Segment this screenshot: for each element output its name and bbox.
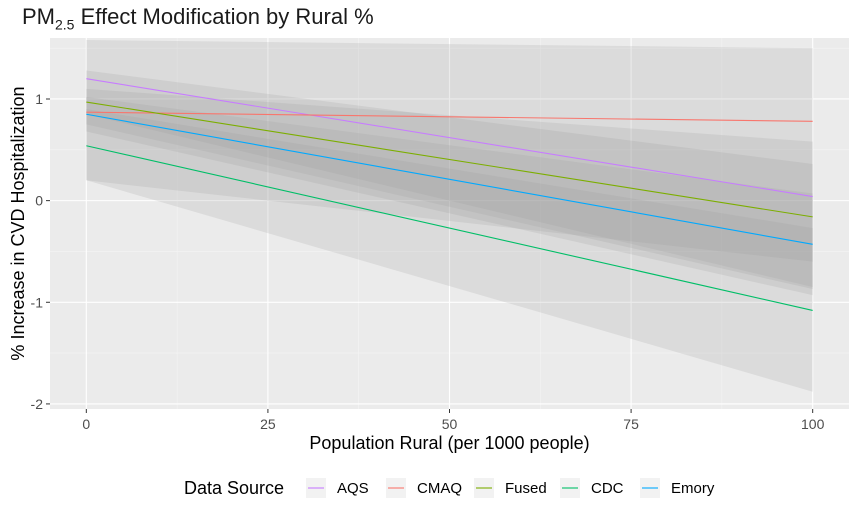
ribbon-fused — [86, 88, 813, 290]
legend-label-cdc: CDC — [591, 480, 624, 497]
y-tick-label: 1 — [35, 91, 43, 107]
y-tick-label: -1 — [31, 294, 44, 310]
x-axis-title: Population Rural (per 1000 people) — [309, 433, 589, 453]
y-axis-title: % Increase in CVD Hospitalization — [8, 86, 28, 360]
title-prefix: PM — [22, 4, 55, 29]
title-subscript: 2.5 — [55, 16, 75, 33]
x-tick-label: 0 — [82, 416, 90, 432]
legend-label-aqs: AQS — [337, 480, 369, 497]
y-tick-label: -2 — [31, 396, 44, 412]
chart-title: PM2.5 Effect Modification by Rural % — [22, 4, 374, 32]
ribbon-cmaq — [86, 40, 813, 262]
x-tick-label: 50 — [442, 416, 458, 432]
y-tick-label: 0 — [35, 193, 43, 209]
legend-title: Data Source — [184, 478, 284, 498]
title-suffix: Effect Modification by Rural % — [74, 4, 374, 29]
legend-label-emory: Emory — [671, 480, 715, 497]
x-tick-label: 100 — [801, 416, 825, 432]
legend-label-cmaq: CMAQ — [417, 480, 462, 497]
x-tick-label: 75 — [623, 416, 639, 432]
series-line-emory — [86, 113, 813, 245]
series-line-cmaq — [86, 111, 813, 122]
series-line-fused — [86, 101, 813, 218]
legend-label-fused: Fused — [505, 480, 547, 497]
x-tick-label: 25 — [260, 416, 276, 432]
ribbon-cdc — [86, 109, 813, 392]
series-line-cdc — [86, 145, 813, 311]
series-line-aqs — [86, 78, 813, 198]
